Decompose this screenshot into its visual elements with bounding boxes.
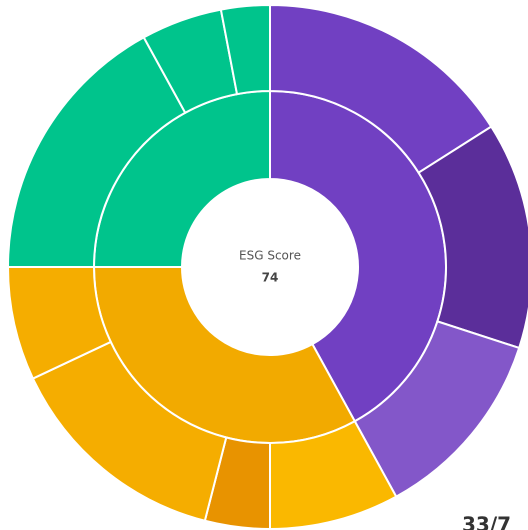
corner-text: 33/7 — [462, 513, 511, 530]
rings — [6, 3, 528, 530]
center-label: ESG Score — [239, 249, 301, 263]
outer-segment — [219, 3, 271, 96]
center-value: 74 — [262, 271, 279, 285]
